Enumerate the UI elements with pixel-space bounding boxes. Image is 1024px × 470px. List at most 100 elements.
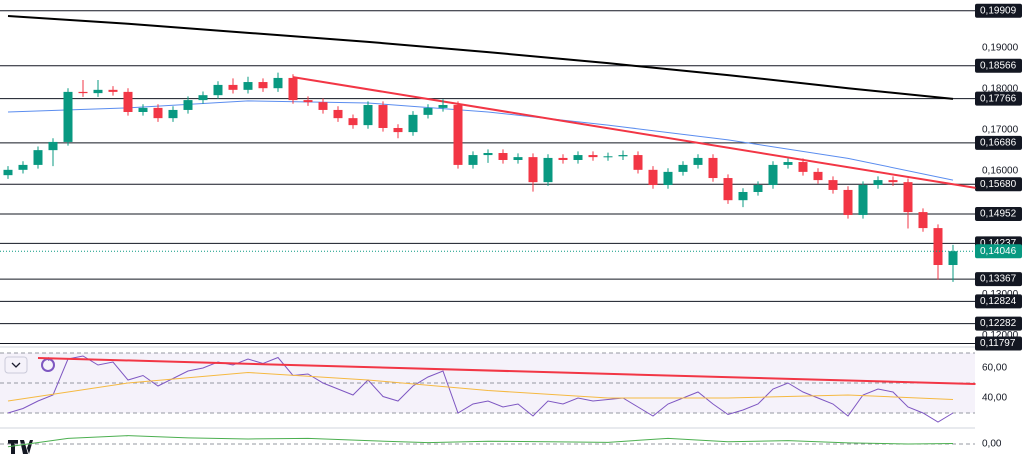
candle-body <box>123 91 133 112</box>
candle-body <box>828 180 838 190</box>
candle-body <box>243 82 253 90</box>
candle-body <box>183 100 193 110</box>
candle-body <box>213 84 223 96</box>
candle-body <box>783 162 793 165</box>
candle-body <box>858 185 868 215</box>
candle-body <box>48 141 58 151</box>
candle-body <box>933 228 943 266</box>
candle-body <box>513 157 523 160</box>
candle-body <box>603 156 613 158</box>
level-label-box <box>975 91 1022 106</box>
candle-body <box>528 157 538 183</box>
candle-body <box>888 180 898 183</box>
candle-body <box>693 157 703 165</box>
candle-body <box>408 114 418 133</box>
candle-body <box>753 185 763 192</box>
line-series <box>292 76 976 189</box>
y-tick-label: 60,00 <box>982 363 1007 374</box>
candle-body <box>678 164 688 172</box>
level-label: 0,11797 <box>980 338 1016 349</box>
candle-body <box>813 171 823 181</box>
level-label: 0,14237 <box>980 238 1017 249</box>
candle-body <box>663 171 673 186</box>
line-series <box>7 355 954 423</box>
level-label-box <box>975 177 1022 192</box>
candle-body <box>363 105 373 126</box>
level-label: 0,17766 <box>980 93 1017 104</box>
candle-body <box>453 105 463 165</box>
y-tick-label: 0,00 <box>982 439 1002 450</box>
level-label-box <box>975 135 1022 150</box>
level-label: 0,19909 <box>980 5 1017 16</box>
line-series <box>7 371 954 402</box>
last-price-label: 0,14046 <box>980 246 1017 257</box>
line-series <box>7 15 954 100</box>
candle-body <box>483 153 493 156</box>
y-tick-label: 0,16000 <box>982 166 1019 177</box>
candle-body <box>138 107 148 112</box>
candle-body <box>948 251 958 266</box>
candle-body <box>303 100 313 103</box>
candle-body <box>288 77 298 101</box>
level-label: 0,12824 <box>980 296 1017 307</box>
level-label-box <box>975 336 1022 351</box>
candle-body <box>348 118 358 126</box>
candle-body <box>798 162 808 172</box>
candle-body <box>843 189 853 215</box>
candle-body <box>168 109 178 119</box>
candle-body <box>498 153 508 160</box>
candle-body <box>258 82 268 89</box>
level-label-box <box>975 316 1022 331</box>
candle-body <box>33 150 43 165</box>
candle-body <box>873 180 883 186</box>
candle-body <box>468 155 478 165</box>
candle-body <box>723 178 733 201</box>
candle-body <box>18 164 28 170</box>
candle-body <box>273 77 283 89</box>
candle-body <box>543 157 553 183</box>
candle-body <box>108 89 118 92</box>
level-label-box <box>975 272 1022 287</box>
candle-body <box>738 191 748 201</box>
level-label: 0,15680 <box>980 179 1017 190</box>
candle-body <box>573 155 583 160</box>
candle-body <box>918 212 928 229</box>
level-label: 0,13367 <box>980 274 1017 285</box>
candle-body <box>438 105 448 108</box>
candle-body <box>558 157 568 160</box>
candle-body <box>618 155 628 157</box>
level-label-box <box>975 58 1022 73</box>
candle-body <box>198 95 208 101</box>
candle-body <box>903 182 913 213</box>
candle-body <box>768 164 778 186</box>
candle-body <box>588 155 598 158</box>
last-price-box <box>975 244 1022 259</box>
y-tick-label: 0,19000 <box>982 43 1019 54</box>
line-series <box>7 435 954 448</box>
level-label: 0,18566 <box>980 60 1017 71</box>
y-tick-label: 40,00 <box>982 393 1007 404</box>
candle-body <box>333 109 343 119</box>
line-series <box>37 356 976 386</box>
y-tick-label: 0,12000 <box>982 330 1019 341</box>
candle-body <box>3 169 13 176</box>
level-label: 0,12282 <box>980 318 1017 329</box>
candle-body <box>378 105 388 128</box>
candle-body <box>78 91 88 94</box>
candle-body <box>423 107 433 115</box>
level-label-box <box>975 3 1022 18</box>
candle-body <box>93 89 103 94</box>
candle-body <box>228 84 238 90</box>
y-tick-label: 0,18000 <box>982 84 1019 95</box>
collapse-button[interactable] <box>4 356 28 374</box>
line-series <box>7 100 954 181</box>
y-tick-label: 0,17000 <box>982 125 1019 136</box>
level-label: 0,14952 <box>980 209 1017 220</box>
candle-body <box>648 169 658 186</box>
candle-body <box>393 127 403 133</box>
candle-body <box>708 157 718 179</box>
candle-body <box>153 107 163 119</box>
level-label: 0,16686 <box>980 138 1017 149</box>
candle-body <box>63 91 73 142</box>
